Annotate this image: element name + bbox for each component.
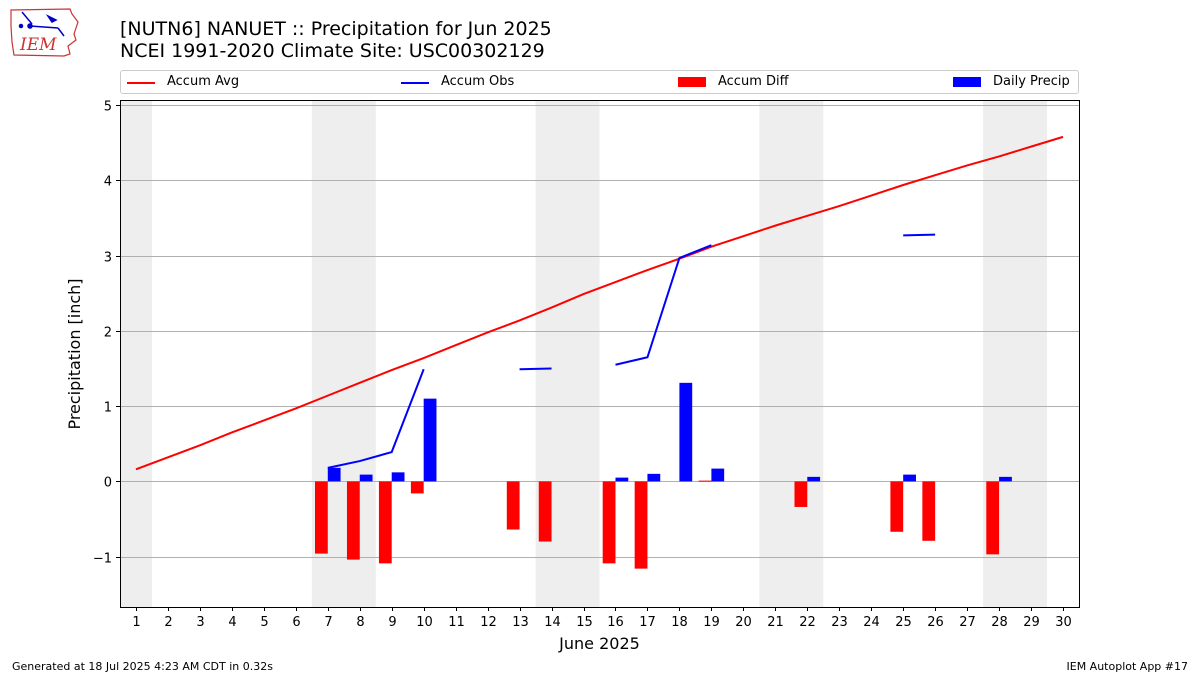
accum-diff-bar-7	[314, 481, 328, 554]
accum-diff-bar-19	[698, 480, 712, 482]
daily-precip-bar-16	[615, 477, 629, 482]
y-tick-label-2: 2	[104, 326, 112, 341]
x-tick-label-7: 7	[324, 615, 332, 630]
x-tick-label-6: 6	[292, 615, 300, 630]
legend-item-daily-precip: Daily Precip	[953, 74, 1075, 90]
accum-diff-bar-14	[538, 481, 552, 542]
legend-swatch-daily-precip	[953, 77, 981, 87]
x-tick-label-3: 3	[196, 615, 204, 630]
daily-precip-bar-7	[327, 467, 341, 482]
legend-item-accum-obs: Accum Obs	[401, 74, 541, 90]
logo-text: IEM	[19, 35, 57, 55]
accum-diff-bar-28	[986, 481, 1000, 555]
x-tick-label-12: 12	[480, 615, 497, 630]
y-tick-label-5: 5	[104, 100, 112, 115]
footer-app: IEM Autoplot App #17	[1066, 660, 1189, 673]
x-tick-label-8: 8	[356, 615, 364, 630]
y-tick-label--1: −1	[93, 552, 112, 567]
daily-precip-bar-22	[807, 476, 821, 482]
accum-obs-line-segment-2	[615, 244, 712, 366]
x-tick-label-10: 10	[416, 615, 433, 630]
x-tick-label-9: 9	[388, 615, 396, 630]
x-tick-label-28: 28	[991, 615, 1008, 630]
y-axis: −1 0 1 2 3 4 5	[93, 100, 120, 567]
daily-precip-bar-19	[711, 468, 725, 482]
daily-precip-bar-9	[391, 472, 405, 482]
plot-frame	[120, 100, 1080, 608]
title-line-2: NCEI 1991-2020 Climate Site: USC00302129	[120, 40, 545, 62]
accum-diff-bar-9	[378, 481, 392, 564]
legend-swatch-accum-avg	[127, 82, 155, 84]
x-tick-label-11: 11	[448, 615, 465, 630]
weekend-band-0	[120, 100, 152, 607]
y-axis-label: Precipitation [inch]	[65, 278, 84, 429]
accum-avg-line	[135, 135, 1064, 471]
x-tick-label-27: 27	[959, 615, 976, 630]
x-tick-label-2: 2	[164, 615, 172, 630]
footer-generated: Generated at 18 Jul 2025 4:23 AM CDT in …	[12, 660, 273, 673]
x-axis-label: June 2025	[558, 634, 640, 653]
x-tick-label-16: 16	[607, 615, 624, 630]
x-tick-label-30: 30	[1055, 615, 1072, 630]
accum-diff-bar-8	[346, 481, 360, 560]
daily-precip-bar-18	[679, 382, 693, 482]
x-tick-label-1: 1	[132, 615, 140, 630]
x-axis: 1 2 3 4 5 6 7 8 9 10 11 12 13 14 15 16 17 18 19 20 21 22 23 24 2…	[132, 607, 1072, 630]
weekend-shading	[120, 100, 1048, 607]
accum-diff-bar-17	[634, 481, 648, 569]
x-tick-label-23: 23	[831, 615, 848, 630]
x-tick-label-4: 4	[228, 615, 236, 630]
x-tick-label-29: 29	[1023, 615, 1040, 630]
accum-obs-line-segment-1	[519, 367, 552, 371]
accum-obs-line-segment-3	[903, 233, 936, 237]
legend-swatch-accum-diff	[678, 77, 706, 87]
y-tick-label-3: 3	[104, 251, 112, 266]
legend: Accum Avg Accum Obs Accum Diff Daily Pre…	[120, 70, 1079, 94]
legend-label-daily-precip: Daily Precip	[993, 74, 1070, 89]
daily-precip-bar-28	[999, 476, 1012, 482]
legend-label-accum-obs: Accum Obs	[441, 74, 515, 89]
chart-title: [NUTN6] NANUET :: Precipitation for Jun …	[120, 18, 552, 62]
y-tick-label-0: 0	[104, 476, 112, 491]
daily-precip-bar-10	[423, 398, 437, 482]
accum-obs-line-segment-0	[327, 368, 425, 469]
accum-diff-bar-25	[890, 481, 904, 532]
legend-label-accum-avg: Accum Avg	[167, 74, 240, 89]
x-tick-label-19: 19	[703, 615, 720, 630]
accum-diff-bar-26	[922, 481, 936, 541]
x-tick-label-26: 26	[927, 615, 944, 630]
x-tick-label-21: 21	[767, 615, 784, 630]
daily-precip-bar-8	[359, 474, 373, 482]
y-tick-label-4: 4	[104, 175, 112, 190]
weather-station-icon	[18, 11, 65, 37]
y-tick-label-1: 1	[104, 401, 112, 416]
x-tick-label-5: 5	[260, 615, 268, 630]
accum-diff-bar-13	[506, 481, 520, 530]
daily-precip-bar-25	[903, 474, 916, 482]
x-tick-label-17: 17	[639, 615, 656, 630]
legend-item-accum-diff: Accum Diff	[678, 74, 818, 90]
x-tick-label-22: 22	[799, 615, 816, 630]
x-tick-label-18: 18	[671, 615, 688, 630]
iem-logo: IEM	[10, 8, 79, 57]
x-tick-label-15: 15	[576, 615, 593, 630]
iowa-outline	[10, 8, 79, 57]
lines	[135, 135, 1064, 471]
weekend-band-3	[759, 100, 824, 607]
bars	[314, 382, 1012, 569]
legend-label-accum-diff: Accum Diff	[718, 74, 789, 89]
accum-diff-bar-22	[794, 481, 808, 507]
x-tick-label-13: 13	[512, 615, 529, 630]
x-tick-label-25: 25	[895, 615, 912, 630]
x-tick-label-24: 24	[863, 615, 880, 630]
accum-diff-bar-10	[410, 481, 424, 494]
x-tick-label-20: 20	[735, 615, 752, 630]
accum-diff-bar-16	[602, 481, 616, 564]
legend-swatch-accum-obs	[401, 82, 429, 84]
legend-item-accum-avg: Accum Avg	[127, 74, 267, 90]
x-tick-label-14: 14	[544, 615, 561, 630]
daily-precip-bar-17	[647, 473, 661, 482]
title-line-1: [NUTN6] NANUET :: Precipitation for Jun …	[120, 18, 552, 40]
